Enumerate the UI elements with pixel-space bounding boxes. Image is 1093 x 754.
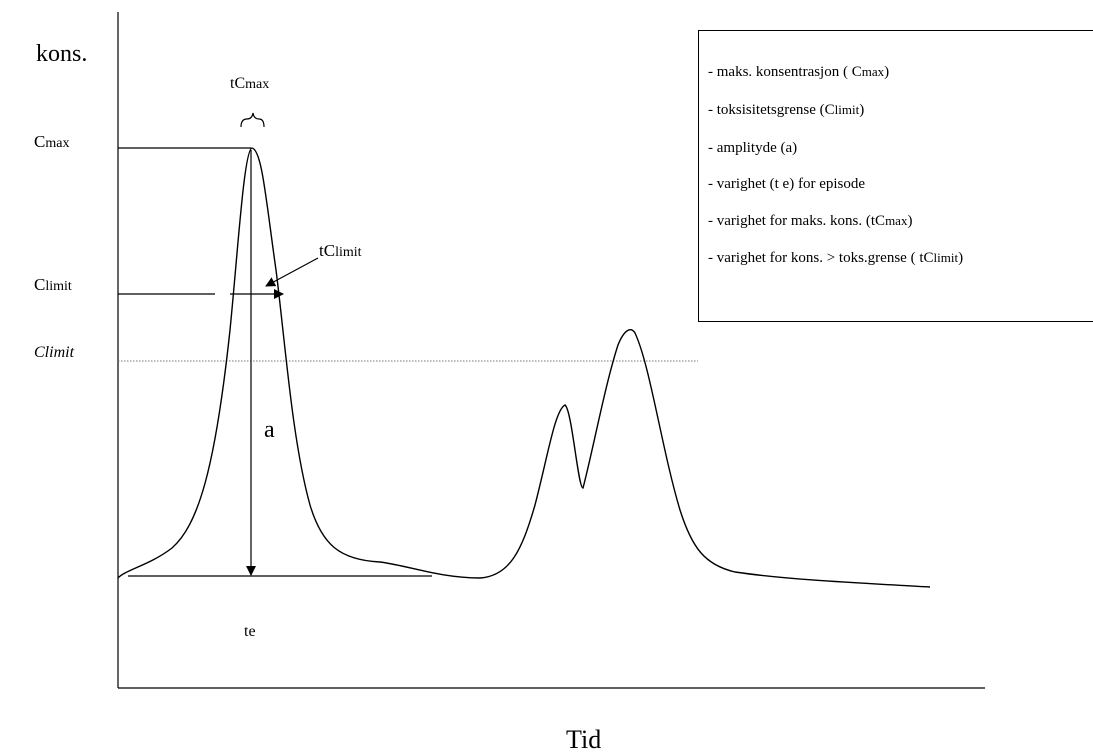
tclimit-label: tClimit: [319, 241, 362, 260]
legend-box: - maks. konsentrasjon ( Cmax) - toksisit…: [698, 30, 1093, 322]
climit-level-label: Climit: [34, 275, 72, 294]
climit-dotted-label: Climit: [34, 344, 75, 361]
legend-item-tclimit: - varighet for kons. > toks.grense ( tCl…: [708, 250, 964, 266]
tclimit-pointer-arrow: [265, 257, 319, 287]
legend-item-amplitude: - amplityde (a): [708, 140, 798, 156]
legend-item-tcmax: - varighet for maks. kons. (tCmax): [708, 213, 913, 229]
legend-item-climit: - toksisitetsgrense (Climit): [708, 102, 865, 118]
legend-item-duration: - varighet (t e) for episode: [708, 176, 866, 192]
duration-label: te: [244, 623, 256, 640]
x-axis-label: Tid: [566, 725, 602, 754]
concentration-curve: [117, 147, 931, 588]
legend-item-cmax: - maks. konsentrasjon ( Cmax): [708, 64, 890, 80]
amplitude-label: a: [264, 417, 275, 443]
y-axis-label: kons.: [36, 41, 88, 67]
tcmax-label: tCmax: [230, 75, 270, 92]
cmax-level-label: Cmax: [34, 132, 70, 151]
tcmax-brace: [240, 112, 265, 128]
